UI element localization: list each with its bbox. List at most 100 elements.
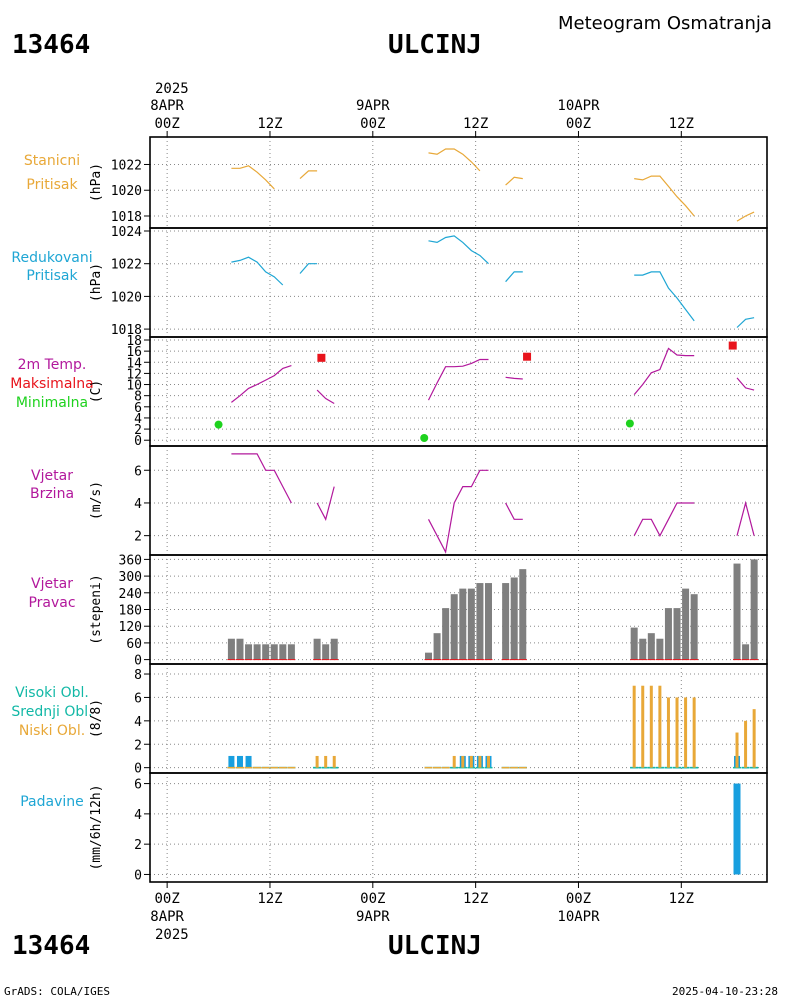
hour-label-top: 00Z [154,116,179,132]
y-tick-label: 2 [134,530,142,545]
y-tick-label: 1020 [111,184,142,199]
series-line-stanicni [736,211,755,222]
bar-clouds [478,755,482,768]
panel-label: Redukovani [11,250,92,266]
hour-label-bottom: 12Z [463,891,488,907]
series-line-wind_speed [633,502,695,537]
bar-wind_direction [682,588,690,660]
year-label-top: 2025 [155,81,189,97]
bar-precipitation [733,783,741,875]
y-tick-label: 8 [134,668,142,683]
y-tick-label: 10 [126,379,142,394]
y-tick-label: 12 [126,367,142,382]
date-label-top: 9APR [356,98,390,114]
hour-label-top: 12Z [669,116,694,132]
series-line-redukovani [634,271,695,322]
panel-label: 2m Temp. [18,357,87,373]
panel-label: Padavine [20,794,84,810]
bar-wind_direction [639,638,647,660]
station-name-top: ULCINJ [388,30,482,60]
y-tick-label: 180 [119,604,142,619]
y-tick-label: 4 [134,715,142,730]
bar-wind_direction [510,577,518,660]
panel-unit-label: (mm/6h/12h) [89,784,104,870]
y-tick-label: 14 [126,356,142,371]
min-temp-marker [214,420,223,429]
series-line-temperature [231,365,292,403]
date-label-bottom: 8APR [150,909,184,925]
hour-label-bottom: 12Z [257,891,282,907]
series-line-wind_speed [231,453,292,504]
series-line-temperature [427,358,489,401]
panel-unit-label: (hPa) [89,263,104,302]
bar-wind_direction [236,638,244,660]
y-tick-label: 1022 [111,158,142,173]
bar-wind_direction [270,644,278,660]
y-tick-label: 4 [134,808,142,823]
y-tick-label: 1018 [111,210,142,225]
bar-wind_direction [425,652,433,660]
y-tick-label: 4 [134,412,142,427]
series-line-redukovani [505,271,523,283]
bar-wind_direction [664,608,672,660]
station-name-bottom: ULCINJ [388,931,482,961]
bar-wind_direction [450,594,458,660]
product-title: Meteogram Osmatranja [558,13,772,34]
station-id-bottom: 13464 [12,931,91,961]
y-tick-label: 6 [134,401,142,416]
bar-wind_direction [690,594,698,660]
y-tick-label: 300 [119,570,142,585]
hour-label-bottom: 00Z [566,891,591,907]
bar-clouds [666,697,670,768]
y-tick-label: 360 [119,553,142,568]
hour-label-top: 00Z [566,116,591,132]
bar-clouds [735,732,739,768]
bar-clouds [236,755,243,768]
series-line-stanicni [428,148,481,172]
bar-wind_direction [287,644,295,660]
y-tick-label: 1022 [111,258,142,273]
bar-clouds [461,755,465,768]
panel-label: Stanicni [24,153,80,169]
y-tick-label: 120 [119,620,142,635]
date-label-top: 10APR [557,98,600,114]
y-tick-label: 6 [134,778,142,793]
bar-wind_direction [442,608,450,660]
hour-label-top: 00Z [360,116,385,132]
bar-clouds [228,755,235,768]
bar-clouds [675,697,679,768]
series-line-redukovani [231,256,284,286]
bar-wind_direction [279,644,287,660]
generated-timestamp: 2025-04-10-23:28 [672,985,778,998]
bar-wind_direction [459,588,467,660]
panel-redukovani: 1018 1020 1022 1024 Redukovani Pritisak (hPa) [11,225,768,338]
panel-wind_speed: 2 4 6 Vjetar Brzina (m/s) [30,445,768,556]
y-tick-label: 4 [134,497,142,512]
panel-unit-label: (m/s) [89,481,104,520]
panel-label: Brzina [30,486,74,502]
bar-clouds [752,709,756,768]
series-line-wind_speed [316,486,335,521]
bar-wind_direction [519,569,527,660]
series-line-wind_speed [505,502,523,520]
panel-unit-label: (hPa) [89,163,104,202]
bar-wind_direction [262,644,270,660]
min-temp-marker [420,433,429,442]
bar-clouds [486,755,490,768]
grads-credit: GrADS: COLA/IGES [4,985,110,998]
bar-clouds [658,685,662,768]
panel-precipitation: 0 2 4 6 Padavine (mm/6h/12h) [20,772,768,883]
bar-clouds [684,697,688,768]
hour-label-top: 12Z [463,116,488,132]
y-tick-label: 0 [134,434,142,449]
series-line-temperature [316,389,335,405]
bar-wind_direction [750,559,758,660]
panel-label: Visoki Obl. [15,685,89,701]
y-tick-label: 0 [134,868,142,883]
series-line-redukovani [736,317,755,328]
panel-clouds: 0 2 4 6 8 Visoki Obl. Srednji Obl. Niski Obl. (8… [11,663,768,777]
panel-label: Pravac [28,595,75,611]
